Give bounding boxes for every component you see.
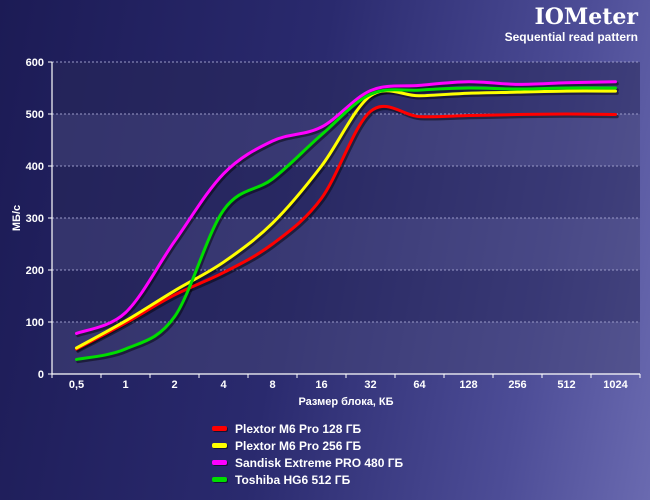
y-tick-label: 500 <box>26 109 44 121</box>
legend-item-2: Sandisk Extreme PRO 480 ГБ <box>212 454 403 471</box>
plot-band <box>52 166 640 218</box>
y-tick-label: 300 <box>26 213 44 225</box>
chart-title: IOMeter <box>534 4 638 30</box>
x-tick-label: 8 <box>269 379 275 391</box>
x-tick-label: 512 <box>557 379 575 391</box>
series-line-2 <box>75 80 617 335</box>
y-tick-label: 400 <box>26 161 44 173</box>
series-line-0 <box>75 104 617 351</box>
legend-label: Plextor M6 Pro 128 ГБ <box>235 421 362 436</box>
legend-item-3: Toshiba HG6 512 ГБ <box>212 471 403 488</box>
x-tick-label: 32 <box>364 379 376 391</box>
plot-band <box>52 218 640 270</box>
series-lines <box>75 80 617 361</box>
legend-label: Toshiba HG6 512 ГБ <box>235 472 351 487</box>
legend-item-1: Plextor M6 Pro 256 ГБ <box>212 437 403 454</box>
x-tick-label: 1 <box>122 379 128 391</box>
axes <box>48 61 641 378</box>
y-tick-label: 200 <box>26 265 44 277</box>
series-line-3 <box>75 86 617 361</box>
legend-swatch <box>212 477 227 482</box>
plot-band <box>52 114 640 166</box>
x-tick-label: 16 <box>315 379 327 391</box>
y-tick-label: 600 <box>26 57 44 69</box>
x-tick-label: 2 <box>171 379 177 391</box>
x-tick-label: 64 <box>413 379 426 391</box>
x-tick-label: 4 <box>220 379 227 391</box>
legend-item-0: Plextor M6 Pro 128 ГБ <box>212 420 403 437</box>
x-tick-label: 0,5 <box>69 379 84 391</box>
x-tick-labels: 0,5 1 2 4 8 16 32 64 128 256 512 1024 <box>69 379 629 391</box>
series-line-1 <box>75 89 617 350</box>
x-tick-label: 128 <box>459 379 477 391</box>
x-tick-label: 1024 <box>603 379 628 391</box>
legend-swatch <box>212 443 227 448</box>
legend-label: Plextor M6 Pro 256 ГБ <box>235 438 362 453</box>
legend-label: Sandisk Extreme PRO 480 ГБ <box>235 455 404 470</box>
y-axis-label: МБ/с <box>11 205 23 231</box>
y-tick-label: 0 <box>38 369 44 381</box>
y-tick-label: 100 <box>26 317 44 329</box>
y-tick-labels: 0 100 200 300 400 500 600 <box>26 57 44 381</box>
x-tick-label: 256 <box>508 379 526 391</box>
x-axis-label: Размер блока, КБ <box>298 396 393 408</box>
series-shadow-0 <box>76 106 619 353</box>
chart-subtitle: Sequential read pattern <box>504 30 638 44</box>
legend-swatch <box>212 460 227 465</box>
plot-band <box>52 322 640 374</box>
legend-swatch <box>212 426 227 431</box>
legend: Plextor M6 Pro 128 ГБ Plextor M6 Pro 256… <box>212 420 403 488</box>
